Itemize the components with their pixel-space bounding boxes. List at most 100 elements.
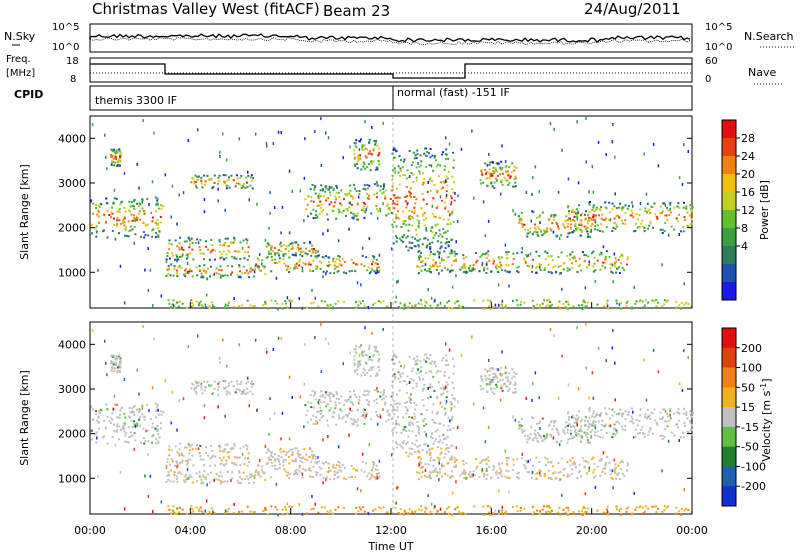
power-cell bbox=[399, 169, 402, 172]
velocity-cell bbox=[581, 418, 584, 421]
velocity-cell bbox=[608, 417, 611, 420]
power-cell bbox=[384, 189, 387, 192]
power-cell bbox=[325, 131, 327, 135]
power-cell bbox=[378, 163, 381, 166]
velocity-cell bbox=[286, 512, 289, 515]
power-cell bbox=[175, 269, 178, 272]
power-cell bbox=[187, 272, 190, 275]
velocity-cell bbox=[557, 433, 560, 436]
power-cell bbox=[271, 259, 274, 261]
power-cell bbox=[420, 164, 422, 167]
power-cell bbox=[669, 211, 672, 214]
power-cell bbox=[446, 268, 449, 271]
power-cell bbox=[455, 258, 457, 261]
velocity-cell bbox=[110, 369, 113, 372]
velocity-cell bbox=[287, 456, 290, 459]
velocity-cell bbox=[141, 413, 144, 416]
power-cell bbox=[254, 268, 257, 271]
power-cell bbox=[488, 163, 491, 166]
power-cell bbox=[286, 306, 289, 309]
velocity-cell bbox=[592, 456, 595, 459]
power-cell bbox=[481, 172, 484, 175]
power-cell bbox=[242, 239, 245, 242]
power-cell bbox=[342, 209, 345, 212]
power-cell bbox=[95, 204, 97, 206]
velocity-cell bbox=[204, 386, 207, 389]
velocity-cell bbox=[379, 507, 382, 510]
power-cell bbox=[403, 304, 406, 307]
velocity-cell bbox=[655, 505, 658, 508]
power-cell bbox=[264, 302, 267, 305]
power-cell bbox=[168, 257, 171, 260]
power-cell bbox=[445, 153, 448, 156]
power-cell bbox=[123, 171, 126, 175]
velocity-cell bbox=[171, 458, 173, 461]
power-cell bbox=[487, 250, 490, 253]
power-cell bbox=[418, 170, 421, 173]
power-cell bbox=[615, 223, 618, 226]
velocity-cell bbox=[592, 410, 595, 413]
power-cell bbox=[373, 257, 375, 260]
velocity-cell bbox=[483, 472, 486, 475]
velocity-cell bbox=[362, 371, 365, 374]
power-cell bbox=[172, 303, 175, 307]
velocity-cell bbox=[384, 395, 387, 398]
power-cell bbox=[277, 130, 280, 134]
power-cell bbox=[152, 304, 154, 308]
velocity-cell bbox=[248, 476, 251, 479]
velocity-cell bbox=[403, 364, 406, 367]
velocity-cell bbox=[146, 404, 149, 407]
velocity-cell bbox=[293, 473, 296, 476]
power-cell bbox=[565, 307, 568, 310]
power-cell bbox=[245, 176, 248, 179]
velocity-cell bbox=[191, 508, 194, 510]
velocity-cell bbox=[372, 355, 375, 358]
velocity-cell bbox=[119, 358, 122, 361]
velocity-cell bbox=[418, 463, 420, 467]
velocity-cell bbox=[425, 409, 428, 412]
power-cell bbox=[167, 272, 170, 275]
velocity-cell bbox=[372, 366, 375, 369]
velocity-cell bbox=[421, 449, 424, 452]
power-cell bbox=[473, 196, 475, 200]
power-cell bbox=[504, 269, 507, 272]
velocity-cell bbox=[342, 477, 345, 480]
velocity-cell bbox=[305, 453, 308, 456]
velocity-cell bbox=[470, 473, 473, 476]
power-cell bbox=[689, 215, 692, 218]
power-cell bbox=[404, 220, 407, 222]
velocity-cell bbox=[217, 388, 219, 391]
power-cell bbox=[633, 285, 635, 289]
power-cell bbox=[265, 141, 268, 145]
velocity-cell bbox=[483, 514, 486, 516]
power-cell bbox=[374, 262, 377, 265]
velocity-cell bbox=[414, 360, 417, 363]
velocity-cell bbox=[495, 383, 498, 386]
power-cell bbox=[317, 204, 320, 207]
velocity-cell bbox=[200, 383, 203, 386]
velocity-cell bbox=[661, 469, 663, 473]
power-cell bbox=[315, 265, 318, 268]
power-cell bbox=[433, 183, 436, 186]
velocity-cell bbox=[344, 399, 347, 402]
velocity-cell bbox=[360, 374, 363, 377]
power-cell bbox=[157, 234, 160, 237]
power-cell bbox=[219, 265, 222, 268]
power-cell bbox=[408, 149, 411, 152]
colorbar-swatch bbox=[722, 138, 736, 157]
velocity-cell bbox=[309, 469, 312, 472]
power-cell bbox=[414, 237, 417, 240]
power-cell bbox=[317, 249, 319, 253]
power-cell bbox=[246, 299, 249, 302]
power-cell bbox=[365, 208, 367, 212]
power-cell bbox=[364, 203, 366, 205]
power-cell bbox=[507, 251, 510, 253]
velocity-cell bbox=[511, 368, 514, 371]
power-cell bbox=[246, 239, 249, 242]
velocity-cell bbox=[472, 473, 474, 477]
velocity-cell bbox=[347, 398, 350, 401]
power-cell bbox=[486, 163, 489, 167]
velocity-cell bbox=[435, 474, 438, 477]
velocity-cell bbox=[359, 360, 362, 363]
velocity-cell bbox=[265, 451, 268, 454]
